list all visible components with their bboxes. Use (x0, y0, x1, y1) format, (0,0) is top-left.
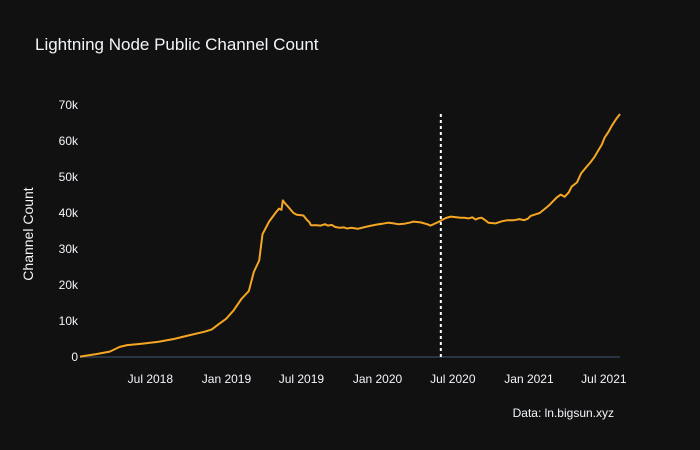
x-tick-label: Jan 2021 (504, 372, 554, 386)
chart-title: Lightning Node Public Channel Count (35, 35, 319, 54)
y-tick-label: 70k (59, 98, 79, 112)
x-tick-label: Jan 2019 (202, 372, 252, 386)
data-source-note: Data: ln.bigsun.xyz (513, 406, 614, 420)
y-axis-ticks: 0 10k 20k 30k 40k 50k 60k 70k (59, 98, 79, 364)
channel-count-line (79, 113, 621, 358)
y-tick-label: 0 (71, 350, 78, 364)
y-tick-label: 60k (59, 134, 79, 148)
x-tick-label: Jul 2018 (128, 372, 174, 386)
y-tick-label: 50k (59, 170, 79, 184)
x-tick-label: Jul 2020 (430, 372, 476, 386)
y-tick-label: 20k (59, 278, 79, 292)
y-tick-label: 40k (59, 206, 79, 220)
x-tick-label: Jan 2020 (353, 372, 403, 386)
y-tick-label: 10k (59, 314, 79, 328)
x-tick-label: Jul 2021 (581, 372, 627, 386)
y-tick-label: 30k (59, 242, 79, 256)
plot-area (79, 113, 621, 358)
x-tick-label: Jul 2019 (279, 372, 325, 386)
y-axis-title: Channel Count (20, 187, 36, 281)
x-axis-ticks: Jul 2018 Jan 2019 Jul 2019 Jan 2020 Jul 2020… (128, 372, 627, 386)
